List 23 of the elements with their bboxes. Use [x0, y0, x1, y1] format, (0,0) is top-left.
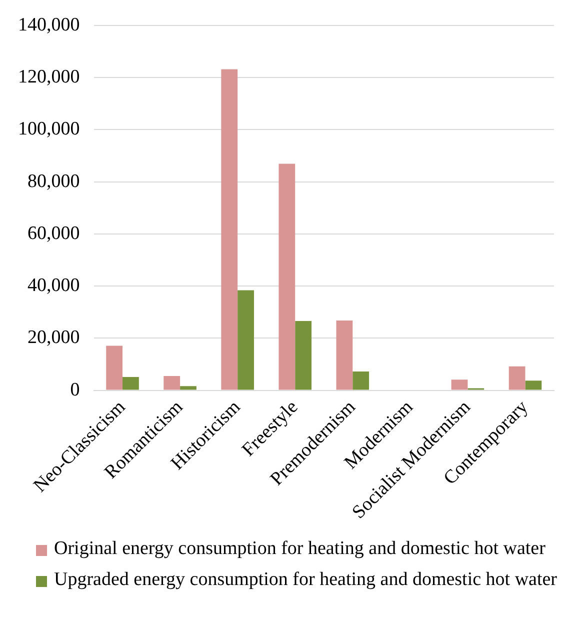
bar	[122, 377, 139, 390]
bar	[278, 164, 296, 390]
y-tick-label: 0	[70, 379, 80, 400]
bar	[164, 376, 180, 390]
bar	[295, 320, 312, 390]
bar	[508, 366, 526, 390]
bar	[221, 69, 238, 390]
bar	[451, 380, 468, 390]
bar	[238, 290, 254, 390]
bar	[336, 320, 353, 390]
y-tick-label: 100,000	[18, 118, 80, 140]
y-tick-label: 20,000	[28, 327, 80, 348]
bar	[525, 380, 542, 390]
legend-label: Original energy consumption for heating and domestic hot water	[54, 538, 546, 559]
bar	[352, 372, 370, 390]
legend-label: Upgraded energy consumption for heating and domestic hot water	[54, 569, 558, 590]
y-tick-label: 120,000	[18, 66, 80, 88]
y-tick-label: 140,000	[18, 14, 80, 36]
bar	[106, 346, 123, 390]
y-tick-label: 40,000	[28, 275, 80, 296]
y-tick-label: 80,000	[28, 170, 80, 192]
y-tick-label: 60,000	[28, 222, 80, 244]
bar	[180, 386, 196, 390]
